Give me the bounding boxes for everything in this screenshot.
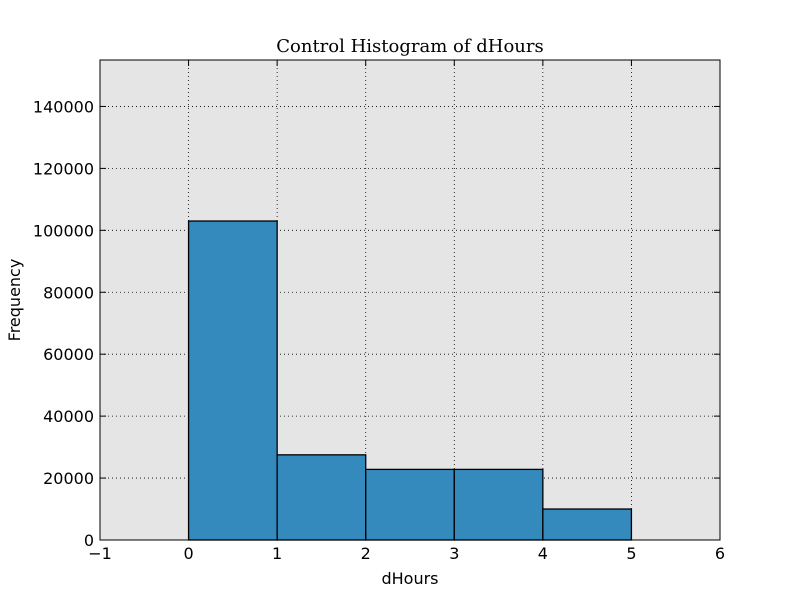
y-tick-label: 60000 <box>43 345 94 364</box>
histogram-bar-4 <box>542 508 633 541</box>
y-axis-label: Frequency <box>5 259 24 342</box>
x-tick-label: 2 <box>361 544 371 563</box>
y-tick-label: 100000 <box>33 221 94 240</box>
y-tick-label: 0 <box>84 531 94 550</box>
y-tick-label: 40000 <box>43 407 94 426</box>
histogram-bar-1 <box>276 454 367 541</box>
plot-frame <box>99 59 721 541</box>
y-tick-label: 80000 <box>43 283 94 302</box>
y-tick-label: 20000 <box>43 469 94 488</box>
histogram-bar-2 <box>365 468 455 541</box>
histogram-bar-0 <box>187 220 278 541</box>
histogram-bars <box>187 220 633 541</box>
x-axis-label: dHours <box>381 569 438 588</box>
x-tick-label: −1 <box>88 544 112 563</box>
histogram-bar-3 <box>453 468 544 541</box>
x-tick-label: 1 <box>272 544 282 563</box>
x-tick-label: 3 <box>449 544 459 563</box>
y-tick-labels: 0 20000 40000 60000 80000 100000 120000 140000 <box>33 97 94 550</box>
y-tick-label: 140000 <box>33 97 94 116</box>
x-tick-label: 5 <box>626 544 636 563</box>
x-tick-labels: −1 0 1 2 3 4 5 6 <box>88 544 725 563</box>
axis-ticks <box>99 60 721 541</box>
x-tick-label: 6 <box>715 544 725 563</box>
chart-title: Control Histogram of dHours <box>276 36 543 57</box>
x-tick-label: 4 <box>538 544 548 563</box>
x-tick-label: 0 <box>183 544 193 563</box>
y-tick-label: 120000 <box>33 159 94 178</box>
